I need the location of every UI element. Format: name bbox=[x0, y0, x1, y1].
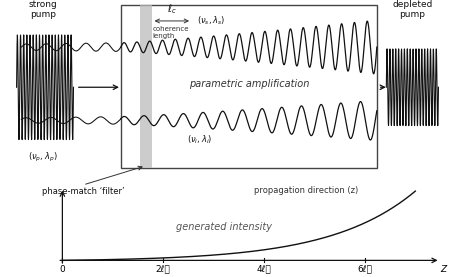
Text: phase-match ‘filter’: phase-match ‘filter’ bbox=[42, 187, 124, 196]
Text: 0: 0 bbox=[60, 265, 65, 273]
Text: parametric amplification: parametric amplification bbox=[189, 79, 309, 89]
Text: $\ell_c$: $\ell_c$ bbox=[167, 2, 177, 16]
Text: coherence
length: coherence length bbox=[153, 26, 189, 39]
Bar bbox=[121, 5, 377, 168]
Text: 2ℓⲜ: 2ℓⲜ bbox=[156, 265, 171, 273]
Text: depleted
pump: depleted pump bbox=[392, 0, 433, 19]
Text: propagation direction (z): propagation direction (z) bbox=[254, 186, 358, 195]
Text: 4ℓⲜ: 4ℓⲜ bbox=[257, 265, 272, 273]
Text: $(\nu_s, \lambda_s)$: $(\nu_s, \lambda_s)$ bbox=[197, 15, 225, 27]
Text: generated intensity: generated intensity bbox=[176, 222, 272, 232]
Text: strong
pump: strong pump bbox=[28, 0, 57, 19]
Text: 6ℓⲜ: 6ℓⲜ bbox=[357, 265, 372, 273]
Bar bbox=[140, 5, 152, 168]
Text: $(\nu_p, \lambda_p)$: $(\nu_p, \lambda_p)$ bbox=[28, 151, 57, 164]
Text: Z: Z bbox=[440, 265, 446, 273]
Text: $(\nu_i, \lambda_i)$: $(\nu_i, \lambda_i)$ bbox=[187, 133, 213, 146]
